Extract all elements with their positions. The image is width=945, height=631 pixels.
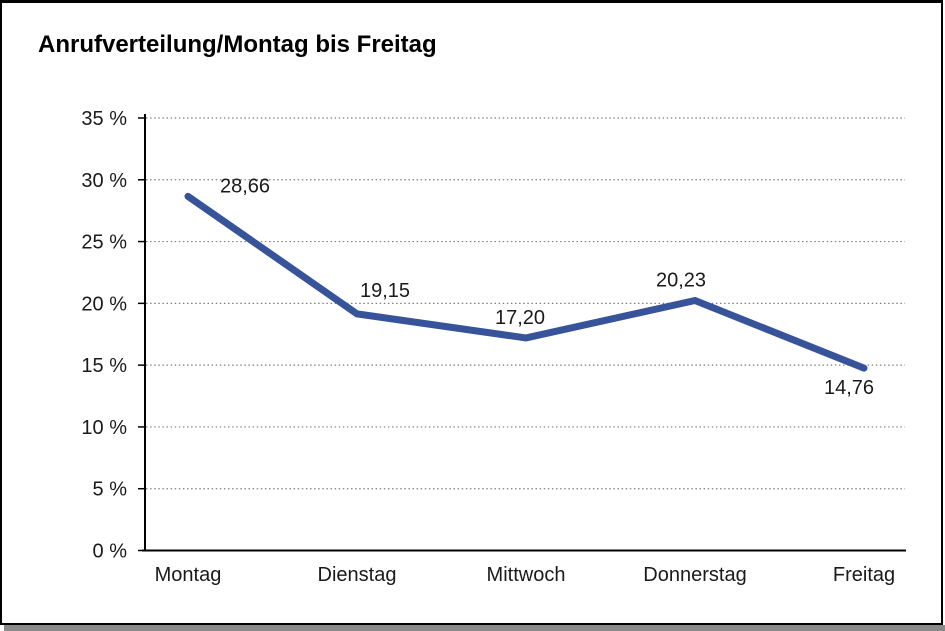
y-axis-label: 5 % bbox=[93, 479, 128, 501]
x-axis-label: Dienstag bbox=[318, 564, 397, 586]
x-axis-label: Mittwoch bbox=[487, 564, 566, 586]
x-axis-label: Donnerstag bbox=[643, 564, 746, 586]
chart-title: Anrufverteilung/Montag bis Freitag bbox=[38, 31, 437, 58]
y-axis-label: 0 % bbox=[93, 541, 128, 563]
y-axis-label: 35 % bbox=[81, 108, 127, 130]
window-shadow bbox=[4, 625, 945, 631]
data-point-label: 17,20 bbox=[495, 307, 545, 329]
y-axis-label: 15 % bbox=[81, 355, 127, 377]
y-axis-label: 10 % bbox=[81, 417, 127, 439]
x-axis-label: Montag bbox=[155, 564, 222, 586]
y-axis-label: 20 % bbox=[81, 293, 127, 315]
data-point-label: 14,76 bbox=[824, 377, 874, 399]
data-line bbox=[184, 192, 868, 372]
data-point-label: 19,15 bbox=[360, 280, 410, 302]
x-axis-label: Freitag bbox=[833, 564, 895, 586]
data-point-label: 20,23 bbox=[656, 270, 706, 292]
data-point-label: 28,66 bbox=[220, 175, 270, 197]
y-axis-label: 30 % bbox=[81, 170, 127, 192]
y-axis-label: 25 % bbox=[81, 232, 127, 254]
